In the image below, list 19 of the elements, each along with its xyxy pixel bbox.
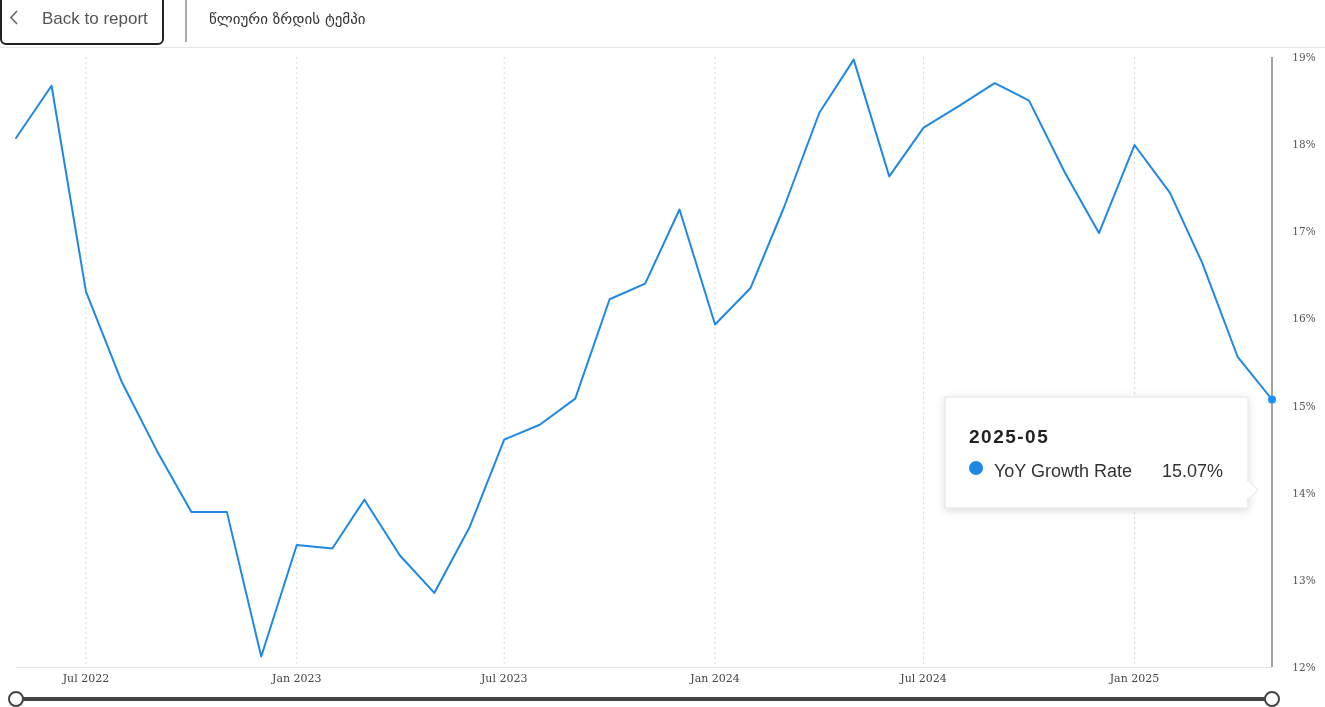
x-tick-label: Jan 2023: [270, 672, 322, 685]
x-tick-label: Jan 2025: [1108, 672, 1160, 685]
y-tick-label: 18%: [1292, 138, 1316, 151]
x-tick-label: Jul 2022: [61, 672, 110, 685]
y-tick-label: 13%: [1292, 573, 1316, 586]
annotation: 2025-05: [969, 426, 1050, 447]
annotation: 15.07%: [1161, 461, 1223, 481]
chart-title: წლიური ზრდის ტემპი: [209, 10, 366, 28]
y-tick-label: 16%: [1292, 312, 1316, 325]
x-tick-label: Jul 2024: [899, 672, 947, 685]
y-tick-label: 15%: [1292, 399, 1316, 412]
legend-label: YoY Growth Rate: [994, 461, 1133, 481]
y-tick-label: 12%: [1292, 661, 1316, 673]
x-tick-label: Jan 2024: [689, 672, 740, 685]
back-button: Back to report: [0, 0, 164, 45]
x-tick-label: Jul 2023: [479, 672, 528, 685]
y-tick-label: 14%: [1292, 486, 1316, 499]
y-tick-label: 19%: [1292, 51, 1316, 63]
y-tick-label: 17%: [1292, 225, 1316, 238]
